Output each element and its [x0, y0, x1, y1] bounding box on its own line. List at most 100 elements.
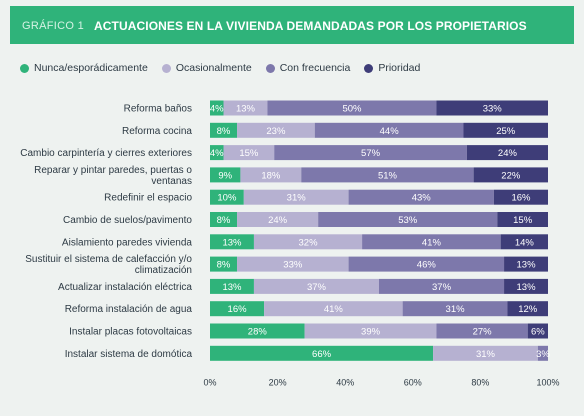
data-label: 15% [239, 148, 259, 159]
category-label: ventanas [151, 176, 192, 187]
bar-segment [237, 256, 349, 272]
legend-swatch-con-frecuencia [265, 63, 275, 73]
data-label: 6% [531, 327, 545, 338]
category-label: Cambio carpintería y cierres exteriores [20, 148, 192, 159]
category-label: Instalar sistema de domótica [65, 349, 193, 360]
legend-label-ocasionalmente: Ocasionalmente [175, 62, 252, 74]
data-label: 43% [412, 193, 432, 204]
data-label: 13% [236, 104, 256, 115]
legend-label-con-frecuencia: Con frecuencia [279, 62, 351, 74]
category-label: Reforma cocina [122, 126, 192, 137]
data-label: 13% [222, 237, 242, 248]
chart-legend: Nunca/esporádicamente Ocasionalmente Con… [20, 62, 420, 74]
data-label: 31% [476, 349, 496, 360]
category-label: Reforma baños [124, 104, 192, 115]
data-label: 16% [228, 304, 248, 315]
data-label: 46% [417, 260, 437, 271]
chart-title: ACTUACIONES EN LA VIVIENDA DEMANDADAS PO… [94, 19, 527, 33]
bar-segment [267, 100, 437, 116]
bar-segment [362, 234, 501, 250]
bar-segment [237, 122, 315, 138]
bar-segment [210, 189, 244, 205]
category-label: Aislamiento paredes vivienda [62, 237, 193, 248]
bar-segment [433, 345, 538, 361]
bar-segment [537, 345, 548, 361]
data-label: 4% [210, 148, 224, 159]
data-label: 44% [380, 126, 400, 137]
bar-segment [507, 301, 548, 317]
data-label: 32% [299, 237, 319, 248]
legend-label-nunca: Nunca/esporádicamente [34, 62, 148, 74]
bar-segment [301, 167, 474, 183]
data-label: 16% [511, 193, 531, 204]
data-label: 33% [483, 104, 503, 115]
bar-segment [463, 122, 548, 138]
bar-segment [210, 301, 265, 317]
data-label: 9% [218, 170, 232, 181]
data-label: 14% [515, 237, 535, 248]
bar-segment [210, 256, 238, 272]
data-label: 50% [342, 104, 362, 115]
data-label: 25% [496, 126, 516, 137]
category-label: Cambio de suelos/pavimento [63, 215, 192, 226]
data-label: 15% [513, 215, 533, 226]
bar-segment [504, 278, 548, 294]
bar-segment [493, 189, 548, 205]
bar-segment [379, 278, 505, 294]
bar-segment [504, 256, 548, 272]
data-label: 28% [248, 327, 268, 338]
data-label: 12% [518, 304, 538, 315]
bar-segment [210, 167, 241, 183]
data-label: 41% [422, 237, 442, 248]
x-tick-label: 0% [203, 377, 216, 387]
bar-segment [253, 278, 379, 294]
data-label: 33% [283, 260, 303, 271]
bar-segment [318, 212, 498, 227]
bar-segment [210, 234, 254, 250]
legend-item-con-frecuencia: Con frecuencia [265, 62, 351, 74]
bar-segment [436, 100, 548, 116]
data-label: 3% [536, 349, 550, 360]
category-label: Reforma instalación de agua [65, 304, 193, 315]
bar-segment [223, 100, 268, 116]
bar-segment [223, 145, 275, 161]
bar-segment [210, 122, 238, 138]
legend-swatch-nunca [20, 63, 29, 73]
legend-item-nunca: Nunca/esporádicamente [20, 62, 148, 74]
x-tick-label: 60% [404, 377, 422, 387]
bar-segment [243, 189, 349, 205]
legend-item-ocasionalmente: Ocasionalmente [161, 62, 252, 74]
category-label: climatización [135, 265, 192, 276]
bar-segment [237, 212, 319, 227]
bar-segment [527, 323, 548, 339]
category-label: Instalar placas fotovoltaicas [69, 327, 192, 338]
bar-segment [500, 234, 548, 250]
bar-segment [466, 145, 548, 161]
chart-header: GRÁFICO 1 ACTUACIONES EN LA VIVIENDA DEM… [10, 6, 574, 44]
data-label: 51% [378, 170, 398, 181]
data-label: 22% [501, 170, 521, 181]
data-label: 57% [361, 148, 381, 159]
category-label: Sustituir el sistema de calefacción y/o [25, 254, 192, 265]
bar-segment [436, 323, 528, 339]
data-label: 13% [517, 282, 537, 293]
data-label: 8% [217, 260, 231, 271]
data-label: 31% [287, 193, 307, 204]
x-tick-label: 40% [336, 377, 354, 387]
bar-segment [253, 234, 363, 250]
figure-tag: GRÁFICO 1 [22, 20, 84, 32]
bar-segment [210, 323, 305, 339]
bar-segment [210, 100, 224, 116]
category-label: Redefinir el espacio [104, 193, 192, 204]
data-label: 53% [398, 215, 418, 226]
bar-segment [304, 323, 437, 339]
data-label: 23% [266, 126, 286, 137]
bar-segment [348, 256, 505, 272]
bar-segment [314, 122, 464, 138]
x-tick-label: 100% [536, 377, 559, 387]
legend-swatch-ocasionalmente [161, 63, 171, 73]
legend-label-prioridad: Prioridad [378, 62, 421, 74]
data-label: 24% [498, 148, 518, 159]
data-label: 18% [261, 170, 281, 181]
